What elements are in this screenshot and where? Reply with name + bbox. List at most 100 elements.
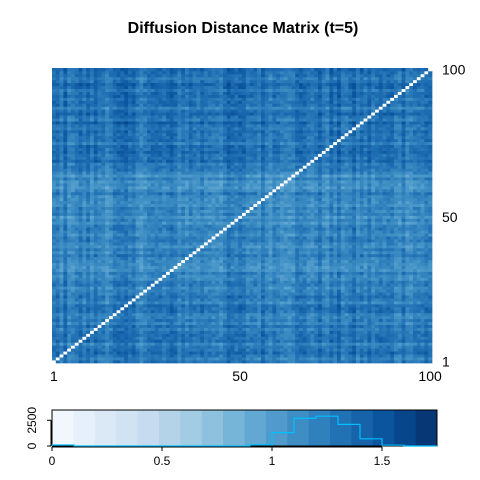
heatmap-cell — [169, 295, 174, 299]
heatmap-cell — [59, 280, 64, 284]
heatmap-cell — [196, 268, 201, 272]
heatmap-cell — [413, 259, 418, 264]
heatmap-cell — [249, 345, 254, 349]
heatmap-cell — [390, 295, 395, 299]
heatmap-cell — [386, 327, 391, 331]
heatmap-cell — [74, 250, 79, 255]
heatmap-cell — [371, 321, 376, 325]
heatmap-cell — [428, 301, 433, 305]
heatmap-cell — [97, 354, 102, 358]
heatmap-cell — [196, 242, 201, 246]
heatmap-cell — [359, 242, 364, 246]
heatmap-cell — [333, 327, 338, 331]
heatmap-cell — [109, 221, 114, 225]
heatmap-cell — [401, 224, 406, 228]
heatmap-cell — [310, 286, 315, 290]
heatmap-cell — [314, 318, 319, 323]
heatmap-cell — [188, 224, 193, 228]
heatmap-cell — [124, 304, 129, 308]
heatmap-cell — [375, 298, 380, 302]
heatmap-cell — [169, 239, 174, 243]
heatmap-cell — [112, 218, 117, 222]
heatmap-cell — [135, 224, 140, 228]
heatmap-cell — [310, 221, 315, 225]
heatmap-cell — [234, 295, 239, 299]
heatmap-cell — [318, 224, 323, 228]
heatmap-cell — [219, 280, 224, 284]
heatmap-cell — [169, 286, 174, 290]
heatmap-cell — [257, 259, 262, 264]
heatmap-cell — [401, 289, 406, 293]
heatmap-cell — [78, 239, 83, 243]
heatmap-cell — [386, 280, 391, 284]
heatmap-cell — [116, 312, 121, 317]
heatmap-cell — [245, 289, 250, 293]
heatmap-cell — [287, 327, 292, 331]
heatmap-cell — [211, 236, 216, 240]
heatmap-cell — [352, 336, 357, 340]
heatmap-cell — [333, 345, 338, 349]
heatmap-cell — [120, 277, 125, 281]
heatmap-cell — [116, 286, 121, 290]
heatmap-cell — [82, 221, 87, 225]
heatmap-cell — [352, 268, 357, 272]
heatmap-cell — [253, 301, 258, 305]
heatmap-cell — [215, 239, 220, 243]
heatmap-cell — [154, 245, 159, 249]
heatmap-cell — [177, 274, 182, 278]
heatmap-cell — [90, 283, 95, 287]
heatmap-cell — [154, 247, 159, 252]
heatmap-cell — [242, 321, 247, 325]
heatmap-cell — [272, 280, 277, 284]
heatmap-cell — [306, 271, 311, 275]
heatmap-cell — [356, 230, 361, 234]
heatmap-cell — [378, 292, 383, 296]
heatmap-cell — [257, 227, 262, 231]
heatmap-cell — [78, 351, 83, 355]
heatmap-cell — [280, 262, 285, 266]
heatmap-cell — [318, 239, 323, 243]
heatmap-cell — [295, 283, 300, 287]
heatmap-cell — [306, 224, 311, 228]
heatmap-cell — [302, 280, 307, 284]
heatmap-cell — [310, 247, 315, 252]
heatmap-cell — [268, 262, 273, 266]
heatmap-cell — [428, 342, 433, 346]
heatmap-cell — [131, 271, 136, 275]
heatmap-cell — [131, 324, 136, 328]
heatmap-cell — [124, 233, 129, 237]
heatmap-cell — [173, 221, 178, 225]
heatmap-cell — [120, 283, 125, 287]
heatmap-cell — [215, 336, 220, 340]
heatmap-cell — [299, 268, 304, 272]
heatmap-cell — [215, 218, 220, 222]
heatmap-cell — [264, 298, 269, 302]
heatmap-cell — [188, 230, 193, 234]
heatmap-cell — [105, 304, 110, 308]
heatmap-cell — [234, 259, 239, 264]
heatmap-cell — [215, 283, 220, 287]
heatmap-cell — [397, 268, 402, 272]
heatmap-cell — [226, 271, 231, 275]
heatmap-cell — [109, 286, 114, 290]
heatmap-cell — [424, 230, 429, 234]
heatmap-cell — [52, 301, 57, 305]
heatmap-cell — [124, 262, 129, 266]
heatmap-cell — [394, 286, 399, 290]
heatmap-cell — [55, 268, 60, 272]
heatmap-cell — [310, 295, 315, 299]
heatmap-cell — [55, 259, 60, 264]
heatmap-cell — [135, 339, 140, 343]
heatmap-cell — [242, 304, 247, 308]
heatmap-cell — [371, 268, 376, 272]
heatmap-cell — [169, 268, 174, 272]
heatmap-cell — [74, 292, 79, 296]
heatmap-cell — [283, 301, 288, 305]
heatmap-cell — [234, 336, 239, 340]
heatmap-cell — [143, 312, 148, 317]
heatmap-cell — [394, 274, 399, 278]
heatmap-cell — [367, 312, 372, 317]
heatmap-cell — [131, 268, 136, 272]
heatmap-cell — [173, 236, 178, 240]
heatmap-cell — [348, 221, 353, 225]
